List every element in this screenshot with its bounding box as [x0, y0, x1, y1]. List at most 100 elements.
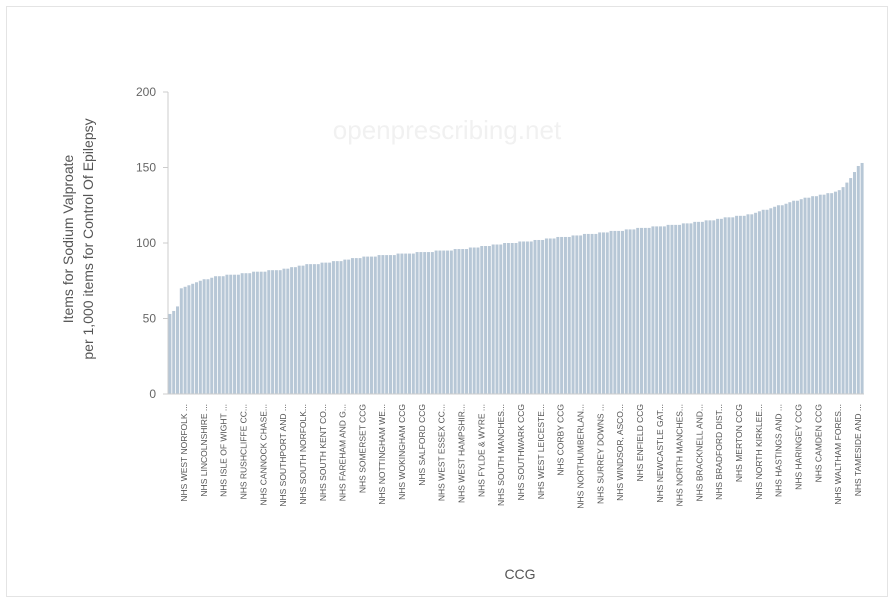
x-tick-label: NHS SURREY DOWNS ...	[595, 404, 605, 504]
bar	[274, 270, 278, 394]
bar	[240, 273, 244, 394]
bar	[533, 239, 537, 394]
bar	[716, 218, 720, 394]
bar	[434, 250, 438, 394]
bar	[575, 235, 579, 394]
bar	[601, 232, 605, 394]
bar	[468, 247, 472, 394]
y-tick-label: 0	[149, 387, 156, 401]
chart-frame: openprescribing.net Items for Sodium Val…	[6, 6, 888, 597]
bar	[518, 241, 522, 394]
bar	[252, 271, 256, 394]
bar	[613, 230, 617, 394]
bar	[255, 271, 259, 394]
bar	[609, 230, 613, 394]
bar	[392, 255, 396, 394]
bar	[689, 223, 693, 394]
bar	[735, 215, 739, 394]
bar	[803, 197, 807, 394]
x-tick-label: NHS FYLDE & WYRE ...	[476, 404, 486, 497]
bar	[385, 255, 389, 394]
bar	[529, 241, 533, 394]
bar	[408, 253, 412, 394]
bar	[179, 288, 183, 394]
bar	[624, 229, 628, 394]
x-tick-label: NHS SOMERSET CCG	[357, 404, 367, 493]
bar	[396, 253, 400, 394]
x-tick-label: NHS WEST LEICESTE...	[536, 404, 546, 499]
bar	[457, 249, 461, 394]
bar	[377, 255, 381, 394]
x-tick-label: NHS TAMESIDE AND ...	[853, 404, 863, 496]
bar	[301, 265, 305, 394]
bar	[738, 215, 742, 394]
bar	[628, 229, 632, 394]
bar	[822, 194, 826, 394]
bar	[582, 233, 586, 394]
x-tick-label: NHS CORBY CCG	[556, 404, 566, 476]
bar	[503, 243, 507, 394]
bar	[662, 226, 666, 394]
x-tick-label: NHS SOUTHWARK CCG	[516, 404, 526, 501]
bar	[617, 230, 621, 394]
x-tick-label: NHS RUSHCLIFFE CC...	[238, 404, 248, 499]
bar	[320, 262, 324, 394]
bar	[788, 202, 792, 394]
bar	[446, 250, 450, 394]
x-tick-label: NHS SOUTHPORT AND ...	[278, 404, 288, 507]
bar	[316, 264, 320, 394]
bar	[841, 187, 845, 394]
bar	[358, 258, 362, 394]
x-tick-label: NHS SALFORD CCG	[417, 404, 427, 486]
y-axis-title-line-2: per 1,000 items for Control Of Epilepsy	[80, 118, 96, 359]
bar	[860, 162, 864, 394]
bar	[290, 267, 294, 394]
bar	[419, 252, 423, 394]
bar	[343, 259, 347, 394]
bar	[754, 212, 758, 394]
bar	[362, 256, 366, 394]
x-tick-label: NHS NORTH KIRKLEE...	[754, 404, 764, 500]
bar	[773, 206, 777, 394]
x-tick-label: NHS WOKINGHAM CCG	[397, 404, 407, 500]
bar	[331, 261, 335, 394]
bar	[438, 250, 442, 394]
bar	[217, 276, 221, 394]
bar	[537, 239, 541, 394]
bar	[579, 235, 583, 394]
bar	[510, 243, 514, 394]
bar	[712, 220, 716, 394]
bar	[647, 227, 651, 394]
x-tick-label: NHS BRACKNELL AND...	[694, 404, 704, 501]
y-tick-label: 100	[136, 236, 156, 250]
bar	[465, 249, 469, 394]
bar	[369, 256, 373, 394]
bar	[309, 264, 313, 394]
bar	[202, 279, 206, 394]
bar	[312, 264, 316, 394]
bar	[453, 249, 457, 394]
bar	[807, 197, 811, 394]
x-tick-label: NHS NORTHUMBERLAN...	[575, 404, 585, 509]
bar	[681, 223, 685, 394]
bar	[514, 243, 518, 394]
bar	[620, 230, 624, 394]
bar	[461, 249, 465, 394]
bar	[297, 265, 301, 394]
bar	[400, 253, 404, 394]
bar	[381, 255, 385, 394]
bar	[168, 313, 172, 394]
x-tick-label: NHS FAREHAM AND G...	[338, 404, 348, 501]
bar	[404, 253, 408, 394]
bar	[814, 196, 818, 394]
bar	[191, 283, 195, 394]
x-axis-title: CCG	[504, 566, 535, 582]
bar	[525, 241, 529, 394]
bar	[750, 214, 754, 394]
bar	[548, 238, 552, 394]
bar	[350, 258, 354, 394]
x-tick-label: NHS WEST ESSEX CC...	[437, 404, 447, 501]
bar	[354, 258, 358, 394]
bar	[811, 196, 815, 394]
bar	[776, 205, 780, 394]
